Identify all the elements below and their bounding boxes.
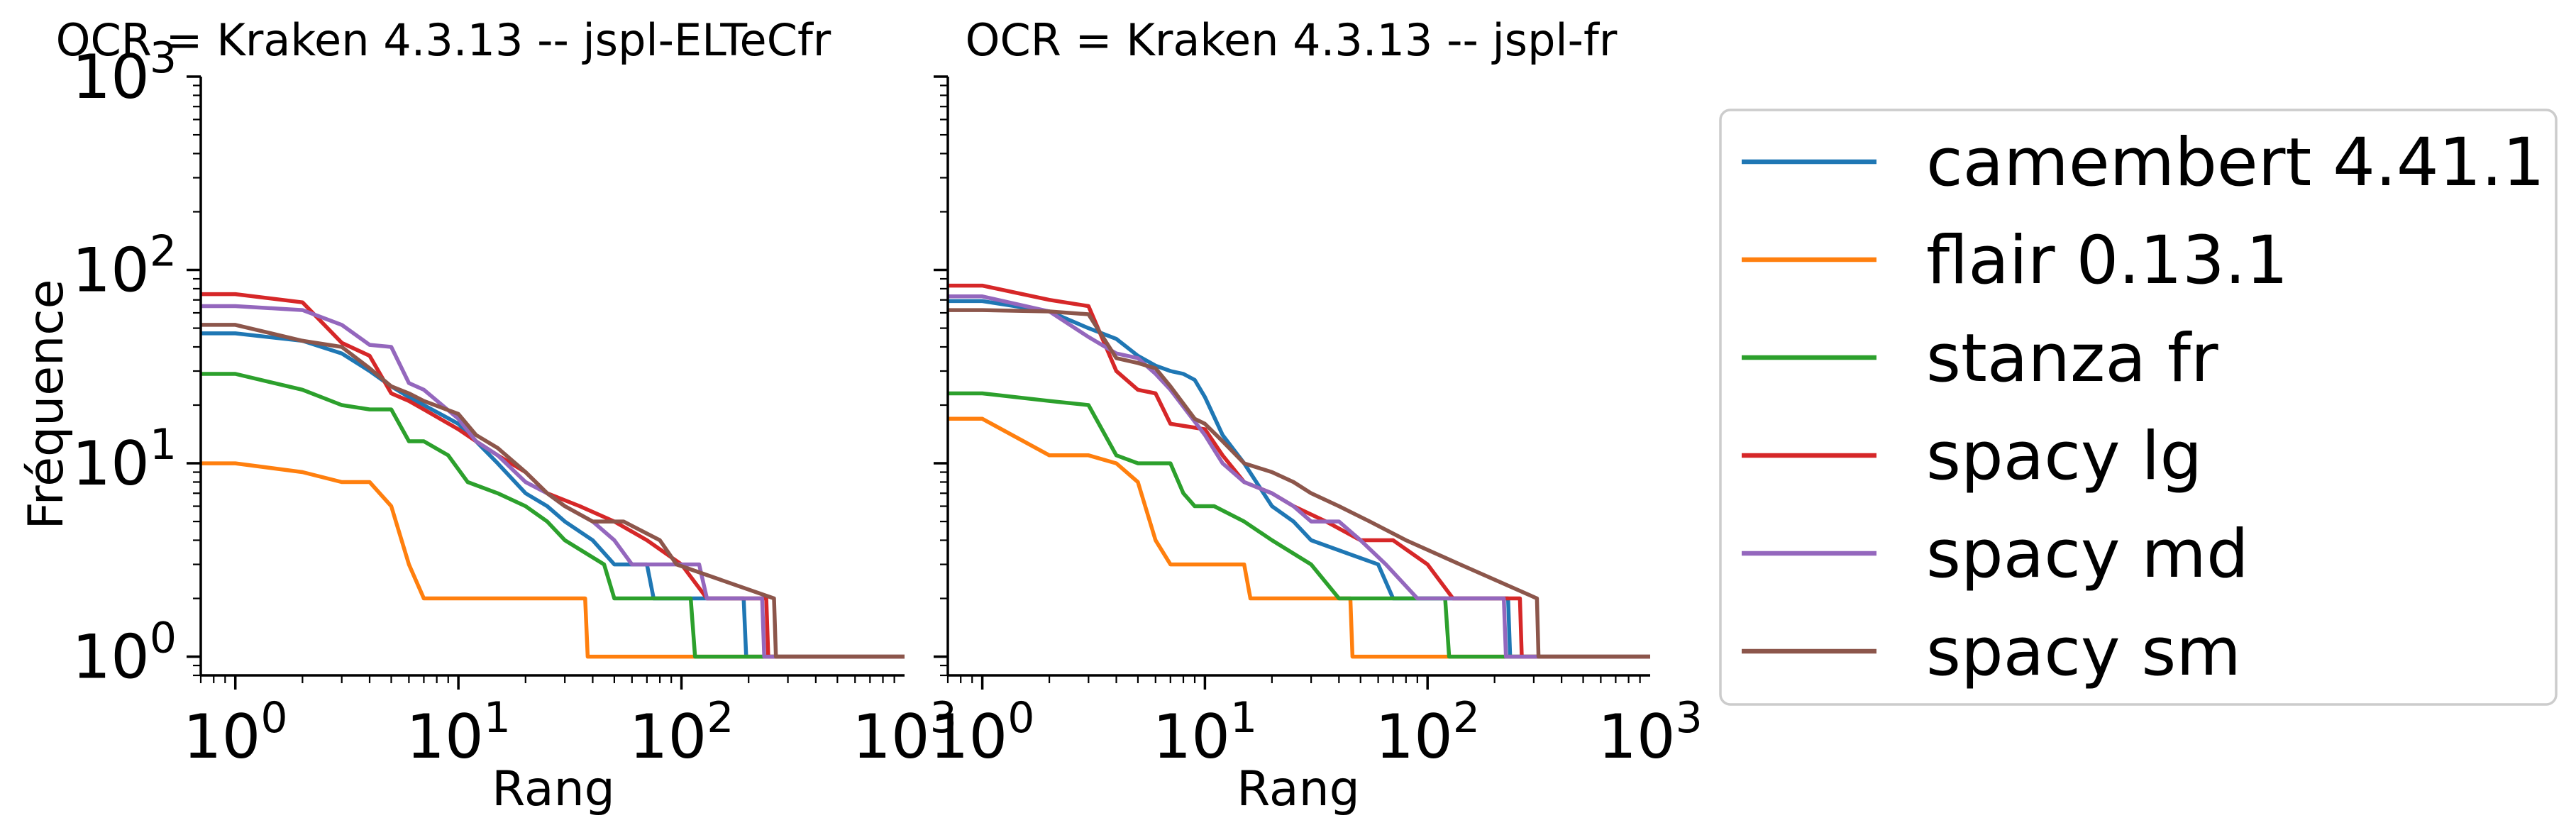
series-line-flair-0-13-1 <box>948 416 1650 659</box>
series-line-spacy-md <box>201 304 905 659</box>
legend-label-flair-0-13-1: flair 0.13.1 <box>1926 222 2288 299</box>
series-line-camembert-4-41-1 <box>948 299 1650 659</box>
left-chart-panel: OCR = Kraken 4.3.13 -- jspl-ELTeCfr Fréq… <box>18 14 957 817</box>
y-tick-label: 101 <box>72 420 177 499</box>
x-tick-label: 102 <box>629 693 734 773</box>
x-tick-label: 102 <box>1375 693 1480 773</box>
right-x-axis-label: Rang <box>1237 761 1360 817</box>
series-line-spacy-sm <box>201 323 905 659</box>
legend-label-spacy-md: spacy md <box>1926 516 2249 593</box>
legend-label-camembert-4-41-1: camembert 4.41.1 <box>1926 124 2545 201</box>
right-axis-spines <box>946 77 1650 677</box>
legend-label-spacy-sm: spacy sm <box>1926 614 2241 691</box>
legend: camembert 4.41.1 flair 0.13.1 stanza fr spa… <box>1719 109 2558 706</box>
legend-label-spacy-lg: spacy lg <box>1926 418 2202 495</box>
y-axis-label: Fréquence <box>18 280 74 530</box>
right-chart-title: OCR = Kraken 4.3.13 -- jspl-fr <box>966 14 1618 66</box>
left-axis-ticks: 100 101 102 103 100 101 102 103 <box>72 33 956 773</box>
left-x-axis-label: Rang <box>492 761 615 817</box>
series-line-spacy-lg <box>201 292 905 659</box>
series-line-spacy-lg <box>948 283 1650 659</box>
x-tick-label: 100 <box>930 693 1035 773</box>
left-chart-title: OCR = Kraken 4.3.13 -- jspl-ELTeCfr <box>56 14 831 66</box>
right-series-lines <box>948 283 1650 659</box>
x-tick-label: 101 <box>406 693 511 773</box>
y-tick-label: 103 <box>72 33 177 113</box>
x-tick-label: 100 <box>183 693 288 773</box>
right-chart-panel: OCR = Kraken 4.3.13 -- jspl-fr Rang 100 1… <box>930 14 1703 817</box>
x-tick-label: 103 <box>852 693 957 773</box>
series-line-spacy-md <box>948 294 1650 659</box>
legend-label-stanza-fr: stanza fr <box>1926 320 2218 397</box>
series-line-camembert-4-41-1 <box>201 331 905 659</box>
y-tick-label: 102 <box>72 227 177 306</box>
left-series-lines <box>201 292 905 659</box>
x-tick-label: 103 <box>1598 693 1703 773</box>
y-tick-label: 100 <box>72 614 177 693</box>
series-line-stanza-fr <box>948 391 1650 659</box>
legend-frame <box>1719 109 2558 706</box>
x-tick-label: 101 <box>1153 693 1258 773</box>
series-line-stanza-fr <box>201 372 905 659</box>
series-line-spacy-sm <box>948 308 1650 659</box>
right-axis-ticks: 100 101 102 103 <box>930 75 1703 773</box>
series-line-flair-0-13-1 <box>201 461 905 659</box>
legend-entries: camembert 4.41.1 flair 0.13.1 stanza fr spa… <box>1742 124 2545 691</box>
left-axis-spines <box>199 77 905 677</box>
